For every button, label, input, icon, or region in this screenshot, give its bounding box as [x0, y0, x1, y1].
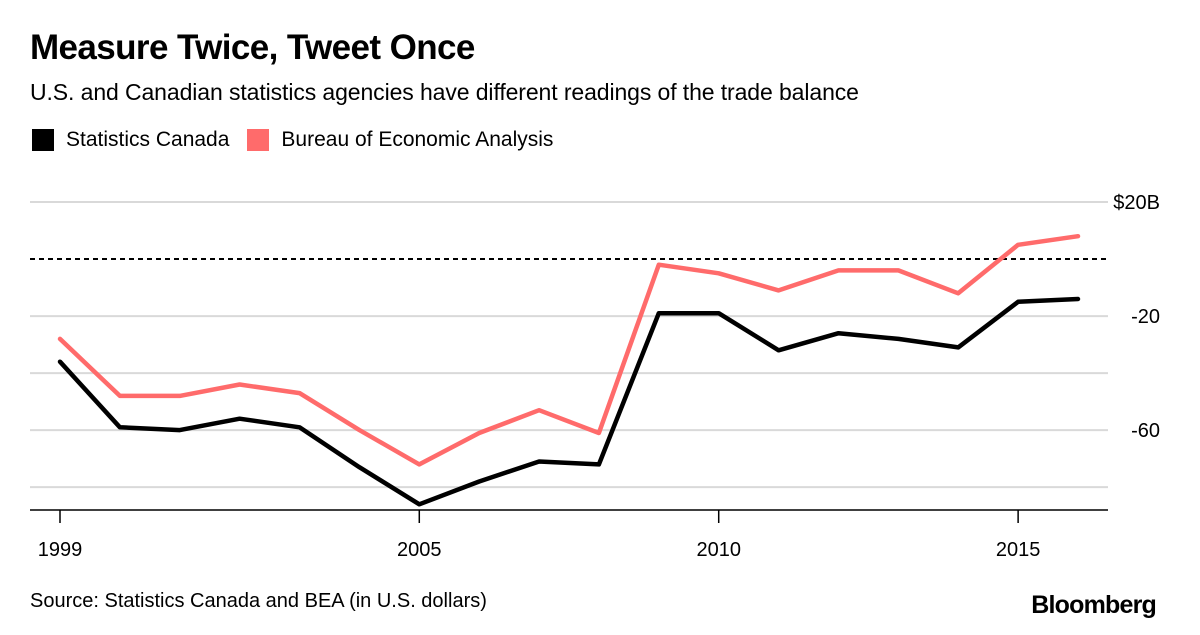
label-layer: 1999 2005 2010 2015 $20B -20 -60: [38, 192, 1160, 561]
y-tick-label: $20B: [1113, 192, 1160, 214]
grid-layer: [30, 201, 1108, 489]
source-note: Source: Statistics Canada and BEA (in U.…: [30, 590, 487, 612]
legend-label-statistics-canada: Statistics Canada: [66, 128, 230, 151]
legend-item-bea: Bureau of Economic Analysis: [247, 126, 553, 154]
chart-title: Measure Twice, Tweet Once: [30, 28, 475, 67]
series-layer: [57, 233, 1081, 507]
series-line-statistics-canada: [57, 296, 1081, 507]
bloomberg-logo: Bloomberg: [1031, 591, 1157, 619]
x-tick-label: 1999: [38, 539, 83, 561]
series-line-bureau-of-economic-analysis: [57, 233, 1081, 467]
legend-swatch-statistics-canada: [32, 129, 54, 151]
legend-swatch-bea: [247, 129, 270, 151]
x-tick-label: 2005: [397, 539, 442, 561]
axis-layer: [30, 509, 1108, 523]
chart-subtitle: U.S. and Canadian statistics agencies ha…: [30, 79, 859, 105]
y-tick-label: -60: [1131, 420, 1160, 442]
legend: Statistics Canada Bureau of Economic Ana…: [32, 126, 571, 154]
legend-item-statistics-canada: Statistics Canada: [32, 126, 229, 154]
x-tick-label: 2015: [996, 539, 1041, 561]
legend-label-bea: Bureau of Economic Analysis: [281, 128, 554, 151]
x-tick-label: 2010: [696, 539, 741, 561]
y-tick-label: -20: [1131, 306, 1160, 328]
